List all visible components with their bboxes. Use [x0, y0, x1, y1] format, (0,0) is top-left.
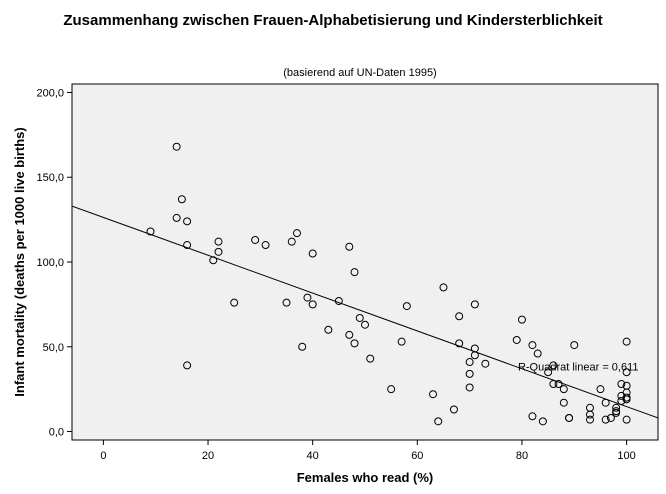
- data-point: [512, 335, 521, 344]
- data-point: [559, 385, 568, 394]
- data-point: [617, 380, 626, 389]
- data-point: [439, 283, 448, 292]
- data-point: [544, 368, 553, 377]
- data-point: [533, 349, 542, 358]
- data-point: [324, 325, 333, 334]
- data-point: [612, 403, 621, 412]
- data-point: [251, 235, 260, 244]
- data-point: [606, 413, 615, 422]
- data-point: [214, 247, 223, 256]
- data-point: [429, 390, 438, 399]
- data-point: [465, 383, 474, 392]
- x-axis-ticks: 0 20 40 60 80 100: [100, 440, 636, 462]
- data-point: [345, 242, 354, 251]
- data-point: [397, 337, 406, 346]
- y-tick-label: 200,0: [36, 87, 64, 99]
- chart-title: Zusammenhang zwischen Frauen-Alphabetisi…: [63, 12, 602, 29]
- data-point: [183, 241, 192, 250]
- y-axis-ticks: 0,0 50,0 100,0 150,0 200,0: [36, 87, 72, 439]
- x-tick-label: 100: [617, 450, 635, 462]
- x-tick-label: 40: [307, 450, 319, 462]
- data-points: [146, 142, 631, 426]
- data-point: [622, 415, 631, 424]
- x-tick-label: 60: [411, 450, 423, 462]
- data-point: [334, 296, 343, 305]
- data-point: [209, 256, 218, 265]
- data-point: [622, 337, 631, 346]
- data-point: [465, 358, 474, 367]
- y-tick-label: 150,0: [36, 172, 64, 184]
- data-point: [350, 339, 359, 348]
- y-axis-label: Infant mortality (deaths per 1000 live b…: [12, 127, 27, 396]
- data-point: [298, 342, 307, 351]
- data-point: [570, 341, 579, 350]
- data-point: [601, 415, 610, 424]
- data-point: [549, 361, 558, 370]
- r-squared-annotation: R-Quadrat linear = 0,611: [518, 361, 639, 373]
- data-point: [601, 398, 610, 407]
- data-point: [172, 213, 181, 222]
- data-point: [292, 229, 301, 238]
- data-point: [517, 315, 526, 324]
- data-point: [554, 380, 563, 389]
- data-point: [387, 385, 396, 394]
- data-point: [585, 415, 594, 424]
- data-point: [528, 412, 537, 421]
- data-point: [559, 398, 568, 407]
- data-point: [549, 380, 558, 389]
- data-point: [177, 195, 186, 204]
- data-point: [528, 341, 537, 350]
- chart-subtitle: (basierend auf UN-Daten 1995): [283, 67, 436, 79]
- data-point: [172, 142, 181, 151]
- data-point: [465, 369, 474, 378]
- data-point: [596, 385, 605, 394]
- data-point: [146, 227, 155, 236]
- data-point: [361, 320, 369, 329]
- y-tick-label: 100,0: [36, 257, 64, 269]
- data-point: [455, 312, 464, 321]
- linear-fit-line: [72, 205, 658, 419]
- data-point: [449, 405, 458, 414]
- data-point: [481, 359, 490, 368]
- data-point: [434, 417, 443, 426]
- x-tick-label: 80: [516, 450, 528, 462]
- x-tick-label: 20: [202, 450, 214, 462]
- data-point: [214, 237, 223, 246]
- data-point: [303, 293, 312, 302]
- data-point: [183, 217, 192, 226]
- data-point: [565, 413, 574, 422]
- x-tick-label: 0: [100, 450, 106, 462]
- data-point: [230, 298, 239, 307]
- data-point: [455, 339, 464, 348]
- data-point: [183, 361, 192, 370]
- data-point: [366, 354, 375, 363]
- y-tick-label: 50,0: [43, 342, 64, 354]
- data-point: [538, 417, 547, 426]
- data-point: [261, 241, 270, 250]
- y-tick-label: 0,0: [49, 427, 64, 439]
- data-point: [470, 351, 479, 360]
- data-point: [585, 410, 594, 419]
- data-point: [402, 302, 411, 311]
- data-point: [622, 368, 631, 377]
- data-point: [355, 313, 364, 322]
- data-point: [470, 300, 479, 309]
- data-point: [287, 237, 296, 246]
- data-point: [308, 300, 317, 309]
- data-point: [345, 330, 354, 339]
- plot-content: [72, 142, 658, 426]
- data-point: [282, 298, 291, 307]
- data-point: [622, 395, 631, 404]
- data-point: [308, 249, 317, 258]
- data-point: [350, 268, 359, 277]
- data-point: [612, 407, 621, 416]
- x-axis-label: Females who read (%): [297, 470, 434, 485]
